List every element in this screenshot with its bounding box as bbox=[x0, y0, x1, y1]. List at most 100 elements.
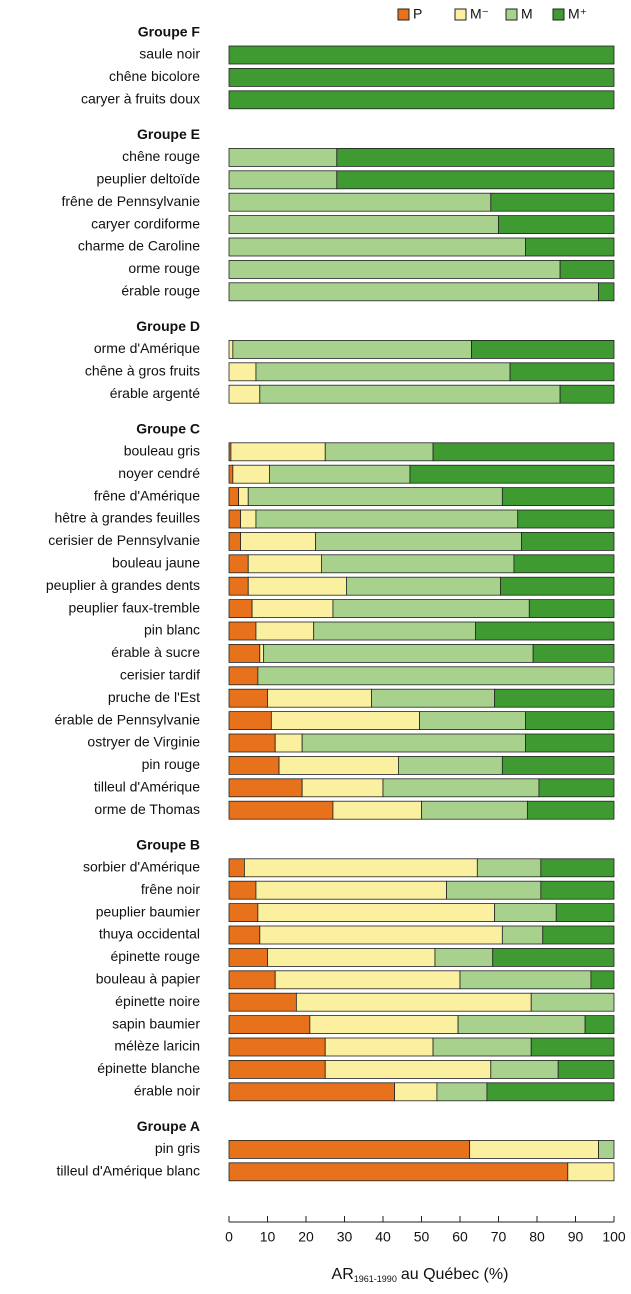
category-label: érable argenté bbox=[110, 385, 201, 401]
bar-segment bbox=[584, 1015, 615, 1034]
bar-segment bbox=[257, 903, 496, 922]
bar-segment bbox=[557, 1060, 615, 1079]
bar-segment bbox=[332, 599, 530, 618]
bar-segment bbox=[309, 1015, 459, 1034]
bar-segment bbox=[228, 45, 615, 65]
bar-segment bbox=[559, 259, 615, 279]
bar-segment bbox=[490, 1060, 559, 1079]
bar-segment bbox=[469, 1140, 600, 1159]
bar-segment bbox=[494, 903, 557, 922]
bar-segment bbox=[238, 487, 249, 507]
bar-segment bbox=[525, 711, 615, 730]
bar-segment bbox=[457, 1015, 586, 1034]
bar-segment bbox=[371, 688, 496, 708]
category-label: sorbier d'Amérique bbox=[83, 859, 200, 875]
bar-segment bbox=[498, 215, 615, 235]
bar-segment bbox=[459, 970, 592, 990]
bar-segment bbox=[320, 554, 515, 574]
bar-segment bbox=[346, 576, 501, 596]
category-label: chêne rouge bbox=[122, 148, 200, 164]
category-label: thuya occidental bbox=[99, 926, 200, 942]
x-tick-label: 60 bbox=[452, 1229, 468, 1245]
category-label: orme de Thomas bbox=[94, 801, 200, 817]
bar-segment bbox=[228, 1140, 471, 1159]
x-tick-label: 20 bbox=[298, 1229, 314, 1245]
category-label: frêne d'Amérique bbox=[94, 487, 200, 503]
category-label: érable noir bbox=[134, 1083, 200, 1099]
legend-swatch bbox=[552, 8, 565, 21]
bar-segment bbox=[382, 778, 540, 798]
category-label: noyer cendré bbox=[118, 465, 200, 481]
bar-segment bbox=[486, 1082, 615, 1102]
x-tick-label: 10 bbox=[260, 1229, 276, 1245]
bar-segment bbox=[324, 1060, 492, 1079]
x-tick-label: 40 bbox=[375, 1229, 391, 1245]
bar-segment bbox=[228, 970, 276, 990]
x-tick-label: 70 bbox=[491, 1229, 507, 1245]
category-label: épinette rouge bbox=[110, 948, 200, 964]
bar-segment bbox=[432, 1037, 532, 1057]
category-label: charme de Caroline bbox=[78, 238, 200, 254]
bar-segment bbox=[421, 800, 528, 820]
group-header: Groupe C bbox=[136, 421, 200, 437]
category-label: tilleul d'Amérique blanc bbox=[56, 1163, 200, 1179]
bar-segment bbox=[228, 464, 234, 484]
bar-segment bbox=[228, 800, 334, 820]
bar-segment bbox=[228, 688, 268, 708]
category-label: épinette blanche bbox=[97, 1060, 200, 1076]
group-header: Groupe E bbox=[137, 126, 200, 142]
category-label: ostryer de Virginie bbox=[87, 734, 200, 750]
bar-segment bbox=[525, 237, 615, 257]
bar-segment bbox=[324, 442, 434, 462]
category-label: cerisier de Pennsylvanie bbox=[48, 532, 200, 548]
bar-segment bbox=[324, 1037, 434, 1057]
bar-segment bbox=[257, 666, 615, 686]
bar-segment bbox=[228, 903, 259, 922]
bar-segment bbox=[301, 778, 384, 798]
bar-segment bbox=[259, 925, 503, 945]
bar-segment bbox=[555, 903, 615, 922]
group-header: Groupe A bbox=[137, 1118, 200, 1134]
bar-segment bbox=[525, 733, 615, 753]
bar-segment bbox=[532, 644, 615, 663]
bar-segment bbox=[228, 576, 249, 596]
group-header: Groupe B bbox=[136, 837, 200, 853]
x-tick-label: 80 bbox=[529, 1229, 545, 1245]
legend-label: M⁺ bbox=[568, 6, 587, 22]
bar-segment bbox=[471, 339, 615, 359]
bar-segment bbox=[232, 464, 270, 484]
bar-segment bbox=[228, 880, 257, 900]
bar-segment bbox=[240, 532, 317, 551]
category-label: peuplier deltoïde bbox=[96, 171, 200, 187]
bar-segment bbox=[559, 384, 615, 404]
bar-segment bbox=[501, 487, 615, 507]
bar-segment bbox=[228, 509, 241, 529]
category-label: tilleul d'Amérique bbox=[94, 779, 200, 795]
bar-segment bbox=[517, 509, 615, 529]
bar-segment bbox=[228, 90, 615, 110]
bar-segment bbox=[240, 509, 257, 529]
bar-segment bbox=[228, 339, 234, 359]
bar-segment bbox=[228, 756, 280, 775]
bar-segment bbox=[230, 442, 326, 462]
bar-segment bbox=[228, 925, 261, 945]
bar-segment bbox=[247, 576, 347, 596]
category-label: érable à sucre bbox=[111, 644, 200, 660]
bar-segment bbox=[315, 532, 523, 551]
bar-segment bbox=[228, 237, 526, 257]
category-label: pruche de l'Est bbox=[108, 689, 200, 705]
bar-segment bbox=[409, 464, 615, 484]
bar-segment bbox=[530, 1037, 615, 1057]
bar-segment bbox=[247, 487, 503, 507]
bar-segment bbox=[267, 948, 436, 967]
bar-segment bbox=[274, 733, 303, 753]
bar-segment bbox=[474, 621, 615, 641]
bar-segment bbox=[501, 925, 544, 945]
bar-segment bbox=[228, 992, 297, 1012]
bar-segment bbox=[336, 147, 615, 167]
category-label: érable de Pennsylvanie bbox=[54, 711, 200, 727]
category-label: orme d'Amérique bbox=[94, 340, 200, 356]
bar-segment bbox=[540, 858, 615, 878]
x-axis-label-rest: au Québec (%) bbox=[401, 1266, 509, 1283]
category-label: cerisier tardif bbox=[120, 667, 200, 683]
